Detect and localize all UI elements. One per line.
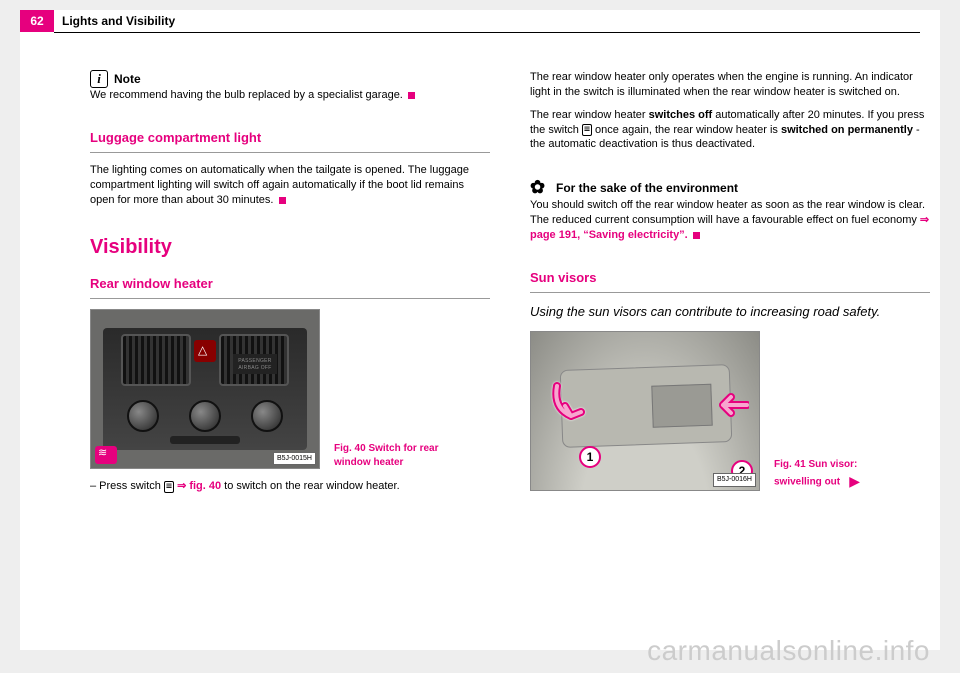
climate-knob-icon — [189, 400, 221, 432]
continued-icon: ▶ — [849, 473, 860, 489]
environment-heading-text: For the sake of the environment — [556, 180, 738, 196]
figure-40-image: PASSENGER AIRBAG OFF B5J-0015H — [90, 309, 320, 469]
flower-icon — [530, 178, 550, 198]
p2e: switched on permanently — [781, 124, 913, 136]
section-rule — [90, 298, 490, 299]
section-rule — [90, 152, 490, 153]
sun-visors-heading: Sun visors — [530, 269, 930, 287]
chapter-title: Lights and Visibility — [62, 10, 175, 32]
note-body-text: We recommend having the bulb replaced by… — [90, 89, 403, 101]
callout-badge-1: 1 — [579, 446, 601, 468]
p2b: switches off — [649, 109, 713, 121]
rear-defrost-icon: ≡ — [164, 481, 174, 493]
instr-pre: – Press switch — [90, 480, 164, 492]
figure-40-caption: Fig. 40 Switch for rear window heater — [334, 442, 454, 469]
heater-instruction: – Press switch ≡ ⇒ fig. 40 to switch on … — [90, 479, 490, 494]
sun-visors-subtitle: Using the sun visors can contribute to i… — [530, 303, 930, 321]
swivel-side-arrow-icon — [713, 392, 749, 418]
hazard-button-icon — [194, 340, 216, 362]
climate-knob-icon — [251, 400, 283, 432]
luggage-heading: Luggage compartment light — [90, 129, 490, 147]
note-body: We recommend having the bulb replaced by… — [90, 88, 490, 103]
section-end-icon — [408, 92, 415, 99]
environment-heading: For the sake of the environment — [530, 178, 738, 198]
luggage-body: The lighting comes on automatically when… — [90, 163, 490, 208]
rear-heater-highlight-icon — [95, 446, 117, 464]
info-icon: i — [90, 70, 108, 88]
p2d: once again, the rear window heater is — [592, 124, 781, 136]
figure-link[interactable]: ⇒ fig. 40 — [177, 480, 221, 492]
left-column: i Note We recommend having the bulb repl… — [90, 70, 490, 502]
air-vent-icon — [121, 334, 191, 386]
instr-post: to switch on the rear window heater. — [221, 480, 400, 492]
section-rule — [530, 292, 930, 293]
figure-41-caption-wrap: Fig. 41 Sun visor: swivelling out ▶ — [774, 457, 894, 491]
figure-41-image: 1 2 B5J-0016H — [530, 331, 760, 491]
note-heading: i Note — [90, 70, 141, 88]
dash-slot-icon — [170, 436, 240, 444]
right-column: The rear window heater only operates whe… — [530, 70, 930, 501]
page-number: 62 — [20, 10, 54, 32]
visibility-heading: Visibility — [90, 234, 490, 261]
figure-41-tag: B5J-0016H — [713, 473, 756, 486]
rear-heater-heading: Rear window heater — [90, 275, 490, 293]
rear-defrost-icon: ≡ — [582, 124, 592, 136]
manual-page: 62 Lights and Visibility i Note We recom… — [20, 10, 940, 650]
swivel-down-arrow-icon — [551, 380, 591, 420]
figure-41: 1 2 B5J-0016H Fig. 41 Sun visor: swivell… — [530, 331, 930, 491]
figure-40: PASSENGER AIRBAG OFF B5J-0015H Fig. 40 S… — [90, 309, 490, 469]
heater-p1: The rear window heater only operates whe… — [530, 70, 930, 100]
airbag-off-label: PASSENGER AIRBAG OFF — [233, 354, 277, 374]
dashboard-graphic: PASSENGER AIRBAG OFF — [103, 328, 307, 450]
vanity-mirror-icon — [651, 384, 712, 428]
figure-41-caption: Fig. 41 Sun visor: swivelling out — [774, 459, 857, 487]
heater-p2: The rear window heater switches off auto… — [530, 108, 930, 153]
environment-body: You should switch off the rear window he… — [530, 198, 930, 243]
note-heading-text: Note — [114, 71, 141, 87]
figure-40-tag: B5J-0015H — [273, 452, 316, 465]
env-a: You should switch off the rear window he… — [530, 199, 925, 226]
section-end-icon — [279, 197, 286, 204]
climate-knob-icon — [127, 400, 159, 432]
p2a: The rear window heater — [530, 109, 649, 121]
section-end-icon — [693, 232, 700, 239]
header-rule — [54, 32, 920, 33]
